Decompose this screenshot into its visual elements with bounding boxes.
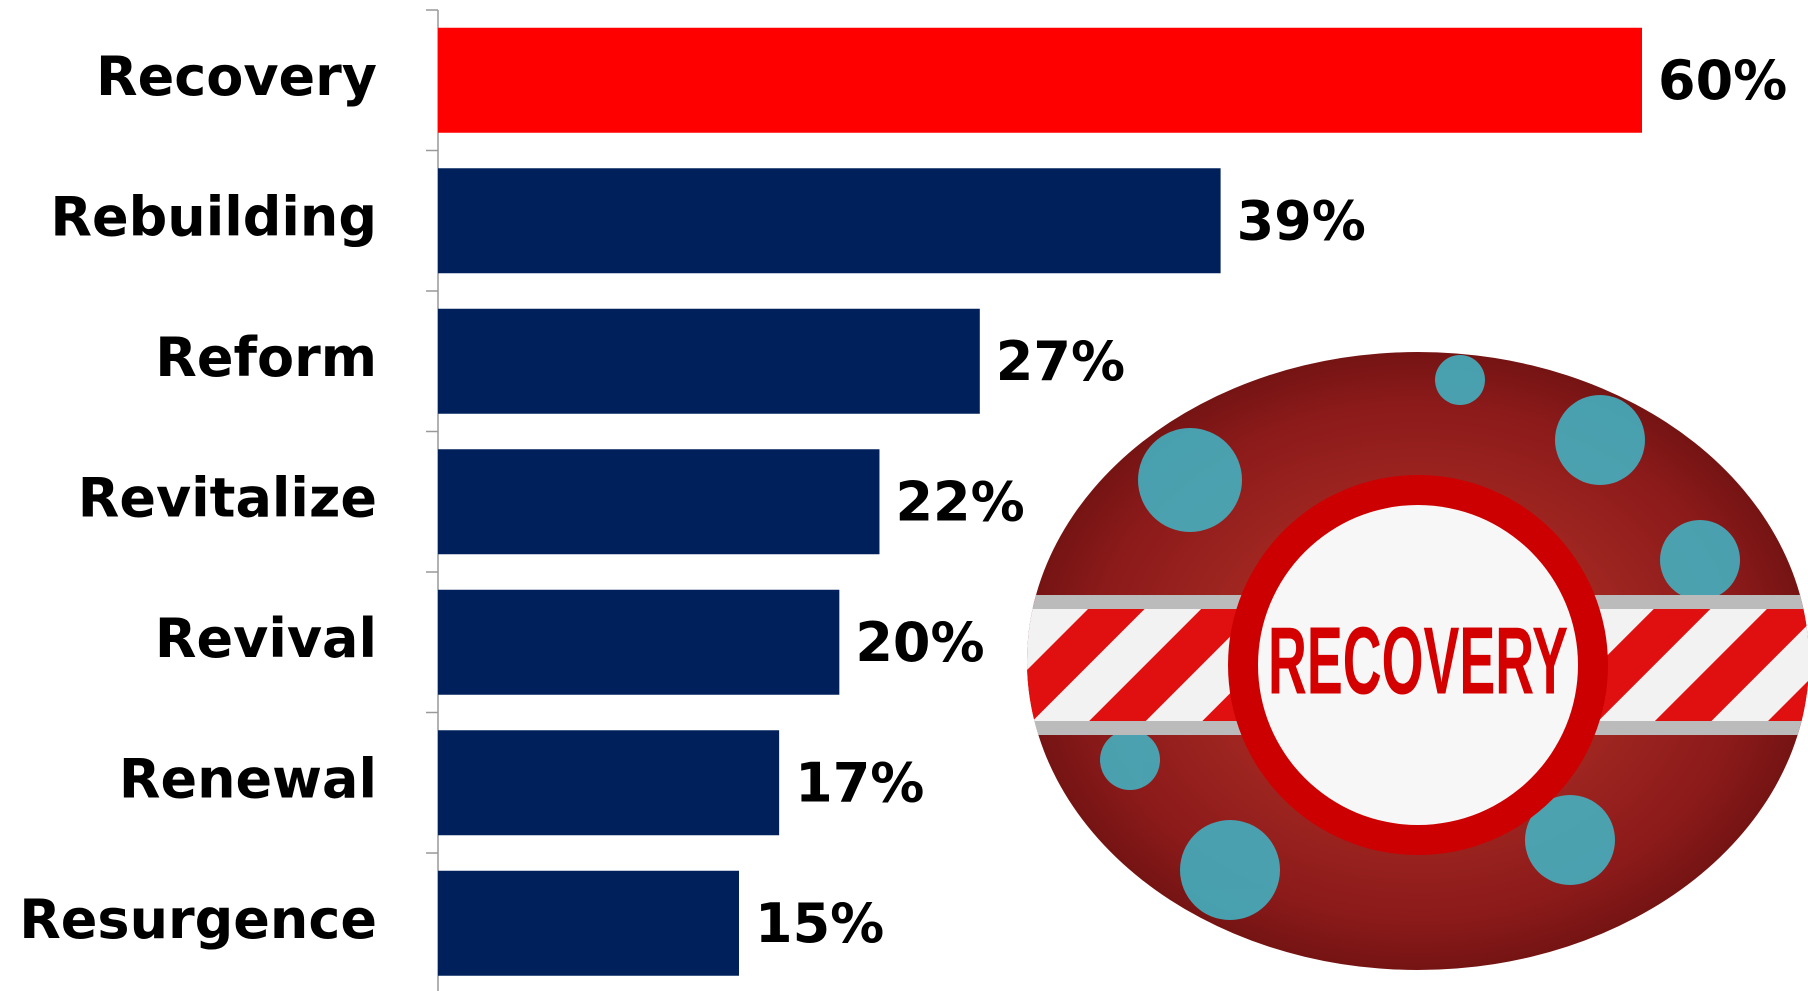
recovery-image: RECOVERY [1027,352,1808,970]
category-label: Rebuilding [50,185,377,248]
value-label: 39% [1237,189,1366,252]
bar [438,870,739,976]
bar [438,168,1221,274]
category-label: Revitalize [78,466,377,529]
value-label: 20% [855,611,984,674]
category-label: Reform [155,326,377,389]
value-label: 60% [1658,49,1787,112]
value-label: 22% [895,470,1024,533]
value-label: 15% [755,892,884,955]
category-label: Resurgence [19,888,377,951]
value-label: 27% [996,330,1125,393]
image-label: RECOVERY [1268,607,1568,714]
bar [438,730,780,836]
bar [438,27,1642,133]
category-label: Revival [155,607,377,670]
bar [438,308,980,414]
value-label: 17% [795,751,924,814]
category-label: Renewal [119,747,377,810]
category-label: Recovery [96,45,377,108]
bar [438,449,880,555]
bar [438,589,840,695]
